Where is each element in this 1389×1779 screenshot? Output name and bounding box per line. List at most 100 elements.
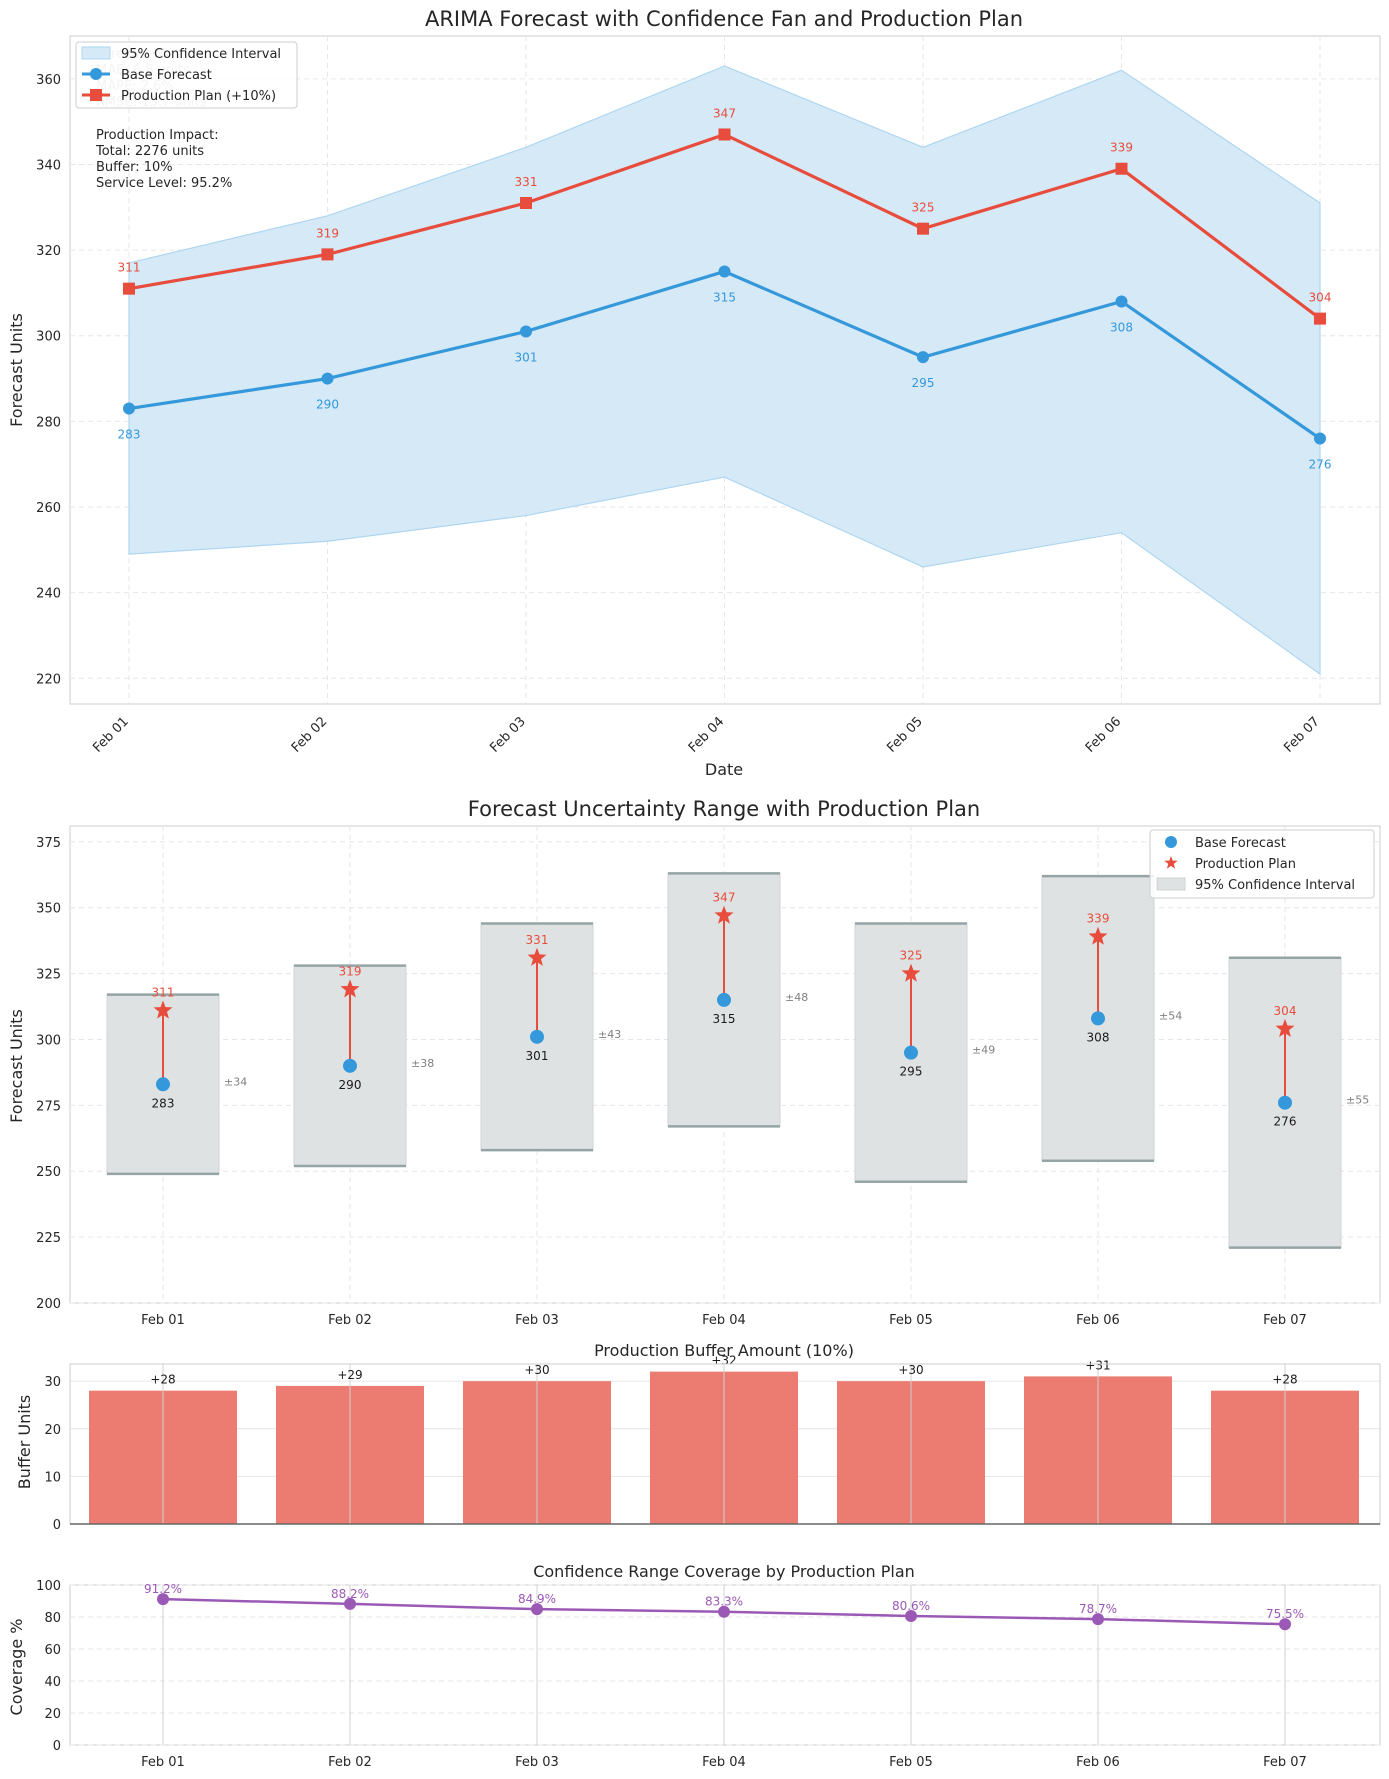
x-tick-label: Feb 01	[141, 1313, 185, 1328]
base-value-label: 276	[1309, 458, 1332, 472]
buffer-bar-chart: Production Buffer Amount (10%) Buffer Un…	[15, 1341, 1381, 1533]
chart-title: Confidence Range Coverage by Production …	[533, 1562, 915, 1581]
y-tick-label: 280	[36, 415, 61, 430]
coverage-point	[531, 1603, 543, 1616]
production-plan-star	[527, 947, 547, 966]
production-plan-star	[340, 979, 360, 998]
y-tick-label: 200	[36, 1297, 61, 1312]
bar-value-label: +30	[524, 1363, 549, 1377]
y-tick-label: 240	[36, 587, 61, 602]
legend-label: 95% Confidence Interval	[1195, 878, 1355, 893]
bar-value-label: +30	[898, 1363, 923, 1377]
coverage-point	[157, 1593, 169, 1606]
margin-label: ±48	[785, 991, 808, 1004]
confidence-fan	[128, 65, 1321, 676]
legend-swatch-ci	[1156, 877, 1186, 891]
chart-title: Production Buffer Amount (10%)	[594, 1341, 854, 1360]
base-forecast-point	[520, 325, 532, 338]
plan-value-label: 304	[1309, 291, 1332, 305]
x-tick-label: Feb 02	[328, 1755, 372, 1770]
base-forecast-point	[718, 265, 731, 278]
coverage-line-chart: Confidence Range Coverage by Production …	[7, 1562, 1381, 1770]
chart-title: ARIMA Forecast with Confidence Fan and P…	[425, 7, 1023, 31]
y-axis-label: Coverage %	[7, 1619, 26, 1716]
x-tick-label: Feb 04	[686, 714, 728, 756]
coverage-point	[1092, 1613, 1104, 1626]
plan-value-label: 339	[1110, 141, 1133, 155]
production-plan-point	[520, 197, 532, 209]
base-forecast-point	[156, 1077, 170, 1092]
y-tick-label: 225	[36, 1231, 61, 1246]
base-value-label: 308	[1087, 1030, 1110, 1044]
y-tick-label: 275	[36, 1099, 61, 1114]
x-tick-label: Feb 01	[90, 714, 132, 756]
coverage-value-label: 91.2%	[144, 1582, 182, 1596]
legend-label: Production Plan	[1195, 857, 1296, 872]
y-axis-label: Forecast Units	[7, 1009, 26, 1123]
y-tick-label: 220	[36, 672, 61, 687]
production-plan-point	[718, 128, 731, 141]
production-impact-text: Service Level: 95.2%	[96, 176, 232, 191]
x-tick-label: Feb 01	[141, 1755, 185, 1770]
x-tick-label: Feb 06	[1083, 714, 1125, 756]
base-forecast-point	[1314, 432, 1326, 445]
production-impact-text: Production Impact:	[96, 128, 219, 143]
coverage-value-label: 75.5%	[1266, 1607, 1304, 1621]
chart-title: Forecast Uncertainty Range with Producti…	[468, 797, 980, 821]
margin-label: ±55	[1346, 1094, 1369, 1107]
y-tick-label: 300	[36, 1033, 61, 1048]
y-tick-label: 40	[44, 1675, 61, 1690]
y-tick-label: 250	[36, 1165, 61, 1180]
x-tick-label: Feb 05	[889, 1313, 933, 1328]
base-value-label: 301	[526, 1049, 549, 1063]
legend-label: Base Forecast	[121, 68, 212, 83]
plan-value-label: 347	[713, 891, 736, 905]
margin-label: ±43	[598, 1028, 621, 1041]
production-impact-text: Total: 2276 units	[95, 144, 204, 159]
coverage-point	[344, 1597, 356, 1610]
plan-value-label: 304	[1274, 1004, 1297, 1018]
margin-label: ±54	[1159, 1009, 1182, 1022]
base-value-label: 301	[515, 350, 538, 364]
base-forecast-point	[1091, 1011, 1105, 1026]
plan-value-label: 325	[912, 201, 935, 215]
bar-value-label: +28	[150, 1373, 175, 1387]
plan-value-label: 347	[713, 106, 736, 120]
y-tick-label: 300	[36, 330, 61, 345]
y-tick-label: 20	[44, 1707, 61, 1722]
y-tick-label: 0	[53, 1739, 61, 1754]
base-value-label: 308	[1110, 320, 1133, 334]
production-plan-point	[123, 282, 135, 295]
x-tick-label: Feb 03	[515, 1755, 559, 1770]
x-tick-label: Feb 07	[1263, 1755, 1307, 1770]
coverage-value-label: 80.6%	[892, 1599, 930, 1613]
y-tick-label: 320	[36, 244, 61, 259]
x-axis-label: Date	[705, 760, 743, 779]
x-tick-label: Feb 02	[289, 714, 331, 756]
base-value-label: 315	[713, 291, 736, 305]
plan-value-label: 331	[515, 175, 538, 189]
base-value-label: 295	[912, 376, 935, 390]
coverage-point	[718, 1605, 730, 1618]
legend-swatch-ci	[81, 46, 111, 60]
coverage-value-label: 78.7%	[1079, 1602, 1117, 1616]
y-axis-label: Forecast Units	[7, 313, 26, 427]
legend-marker-plan	[1164, 856, 1178, 869]
plan-value-label: 319	[339, 964, 362, 978]
bar-value-label: +31	[1085, 1358, 1110, 1372]
y-tick-label: 100	[36, 1579, 61, 1594]
margin-label: ±49	[972, 1044, 995, 1057]
production-plan-point	[917, 222, 929, 235]
legend-marker-base	[90, 68, 102, 80]
legend-label: 95% Confidence Interval	[121, 47, 281, 62]
y-tick-label: 30	[44, 1375, 61, 1390]
x-tick-label: Feb 07	[1281, 714, 1323, 756]
y-tick-label: 10	[44, 1470, 61, 1485]
plan-value-label: 319	[316, 226, 339, 240]
coverage-point	[1279, 1618, 1291, 1631]
base-forecast-point	[321, 372, 334, 385]
base-value-label: 315	[713, 1012, 736, 1026]
forecast-fan-chart: ARIMA Forecast with Confidence Fan and P…	[7, 7, 1381, 779]
base-forecast-point	[1278, 1095, 1292, 1110]
y-tick-label: 340	[36, 158, 61, 173]
